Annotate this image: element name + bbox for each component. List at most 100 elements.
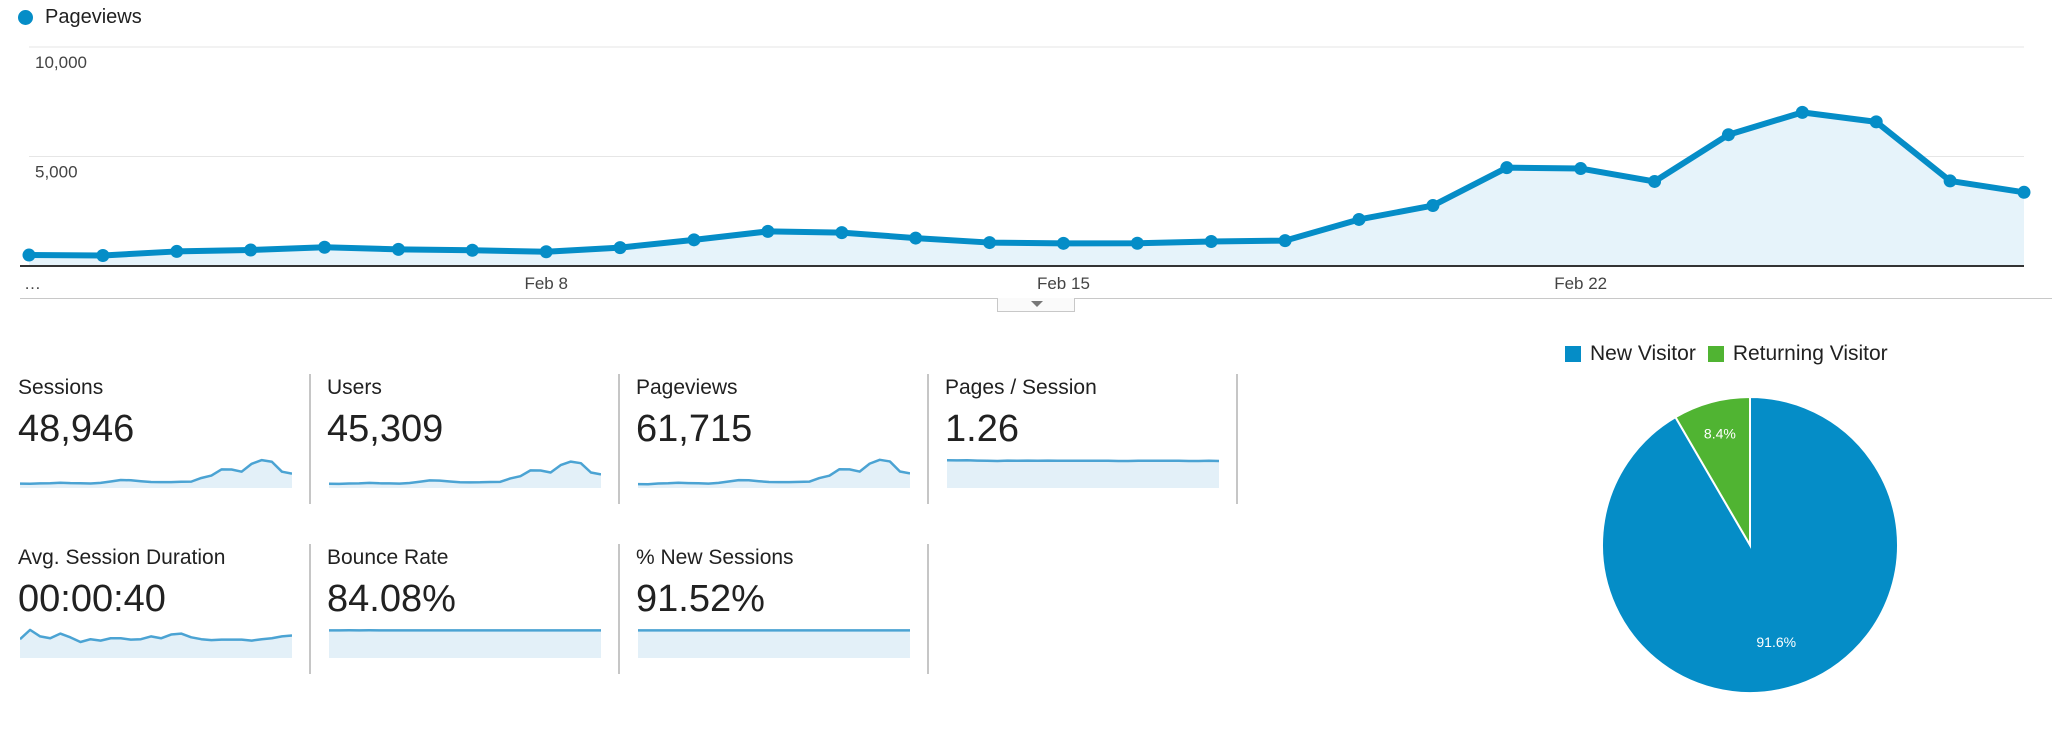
data-point[interactable] <box>1426 199 1440 213</box>
metric-separator <box>309 374 311 504</box>
metric-value: 84.08% <box>327 578 456 620</box>
metric-value: 00:00:40 <box>18 578 166 620</box>
data-point[interactable] <box>613 241 627 255</box>
metric-value: 61,715 <box>636 408 753 450</box>
pie-chart-legend: New Visitor Returning Visitor <box>1565 342 1888 366</box>
y-tick-label: 5,000 <box>35 163 78 182</box>
data-point[interactable] <box>244 243 258 257</box>
data-point[interactable] <box>1056 236 1070 250</box>
metric-card[interactable]: Sessions 48,946 <box>18 376 318 508</box>
metric-separator <box>309 544 311 674</box>
data-point[interactable] <box>1869 115 1883 129</box>
sparkline-area <box>329 461 601 488</box>
metric-sparkline <box>329 629 601 658</box>
data-point[interactable] <box>318 240 332 254</box>
sparkline-area <box>329 630 601 658</box>
x-tick-label: Feb 22 <box>1554 274 1607 293</box>
collapse-chart-toggle[interactable] <box>997 298 1075 312</box>
data-point[interactable] <box>835 226 849 240</box>
x-tick-label: Feb 8 <box>524 274 567 293</box>
data-point[interactable] <box>1943 174 1957 188</box>
data-point[interactable] <box>170 244 184 258</box>
metric-card[interactable]: Bounce Rate 84.08% <box>327 546 627 678</box>
metric-label: Pages / Session <box>945 376 1097 399</box>
chevron-down-icon <box>1031 301 1043 307</box>
sparkline-area <box>947 460 1219 488</box>
metric-separator <box>1236 374 1238 504</box>
sparkline-line <box>20 628 292 644</box>
y-tick-label: 10,000 <box>35 53 87 72</box>
pie-slice-label: 8.4% <box>1704 426 1736 442</box>
pie-slice-label: 91.6% <box>1756 634 1796 650</box>
data-point[interactable] <box>96 248 110 262</box>
metric-card[interactable]: Users 45,309 <box>327 376 627 508</box>
metric-separator <box>618 544 620 674</box>
sparkline-line <box>947 458 1219 463</box>
data-point[interactable] <box>1500 161 1514 175</box>
legend-swatch-new-visitor <box>1565 346 1581 362</box>
metric-card[interactable]: Avg. Session Duration 00:00:40 <box>18 546 318 678</box>
metric-separator <box>618 374 620 504</box>
sparkline-area <box>20 460 292 488</box>
metric-card[interactable]: % New Sessions 91.52% <box>636 546 936 678</box>
line-chart-legend: Pageviews <box>18 6 142 29</box>
metric-separator <box>927 374 929 504</box>
legend-label-new-visitor: New Visitor <box>1590 342 1696 365</box>
metric-sparkline <box>20 628 292 658</box>
sparkline-area <box>20 629 292 658</box>
pageviews-line-chart: 10,000 5,000 … Feb 8 Feb 15 Feb 22 <box>20 46 2031 293</box>
data-point[interactable] <box>539 245 553 259</box>
sparkline-area <box>638 630 910 658</box>
metric-card[interactable]: Pageviews 61,715 <box>636 376 936 508</box>
legend-item-returning-visitor[interactable]: Returning Visitor <box>1707 342 1888 366</box>
legend-swatch-returning-visitor <box>1707 346 1724 362</box>
sparkline-area <box>638 459 910 488</box>
sparkline-line <box>638 458 910 486</box>
visitor-type-pie-chart: 91.6% 8.4% <box>1601 395 1899 694</box>
pie-slice[interactable] <box>1674 395 1751 549</box>
legend-item-new-visitor[interactable]: New Visitor <box>1565 342 1696 366</box>
metric-sparkline <box>638 458 910 488</box>
metric-label: Pageviews <box>636 376 738 399</box>
sparkline-line <box>20 458 292 486</box>
data-point[interactable] <box>761 224 775 238</box>
metric-value: 48,946 <box>18 408 135 450</box>
data-point[interactable] <box>22 248 36 262</box>
metric-sparkline <box>638 629 910 658</box>
data-point[interactable] <box>391 242 405 256</box>
data-point[interactable] <box>1795 105 1809 119</box>
metric-label: % New Sessions <box>636 546 794 569</box>
legend-dot-icon <box>18 10 33 25</box>
data-point[interactable] <box>983 236 997 250</box>
metric-sparkline <box>329 460 601 488</box>
data-point[interactable] <box>1352 212 1366 226</box>
data-point[interactable] <box>2017 185 2031 199</box>
data-point[interactable] <box>1721 128 1735 142</box>
metric-label: Avg. Session Duration <box>18 546 226 569</box>
metric-label: Bounce Rate <box>327 546 449 569</box>
data-point[interactable] <box>1204 234 1218 248</box>
metric-sparkline <box>20 458 292 488</box>
data-point[interactable] <box>465 243 479 257</box>
data-point[interactable] <box>1130 236 1144 250</box>
data-point[interactable] <box>687 233 701 247</box>
x-tick-label: … <box>24 274 41 293</box>
metric-label: Sessions <box>18 376 104 399</box>
metric-value: 1.26 <box>945 408 1019 450</box>
series-area <box>29 112 2024 267</box>
data-point[interactable] <box>909 231 923 245</box>
metric-card[interactable]: Pages / Session 1.26 <box>945 376 1245 508</box>
data-point[interactable] <box>1648 174 1662 188</box>
legend-label-returning-visitor: Returning Visitor <box>1732 342 1888 365</box>
metric-value: 91.52% <box>636 578 765 620</box>
metric-label: Users <box>327 376 382 399</box>
data-point[interactable] <box>1278 234 1292 248</box>
x-tick-label: Feb 15 <box>1037 274 1090 293</box>
legend-label-pageviews: Pageviews <box>45 6 142 28</box>
series-line-pageviews <box>28 109 2025 259</box>
metric-value: 45,309 <box>327 408 444 450</box>
metric-sparkline <box>947 458 1219 488</box>
sparkline-line <box>329 460 601 486</box>
data-point[interactable] <box>1574 162 1588 176</box>
metric-separator <box>927 544 929 674</box>
